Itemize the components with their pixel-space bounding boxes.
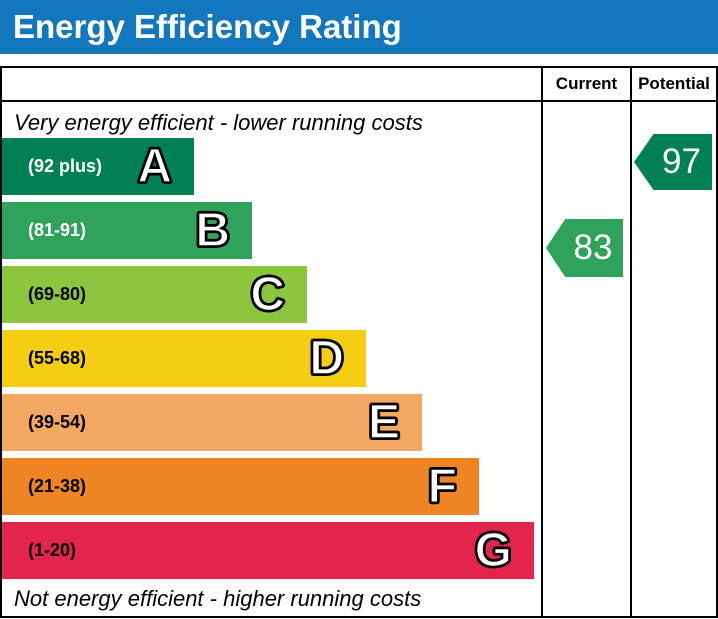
rating-band-b: (81-91) B: [2, 202, 252, 259]
band-letter: A: [137, 139, 173, 194]
potential-rating-value: 97: [662, 142, 701, 181]
band-range-label: (21-38): [28, 476, 87, 496]
band-range-label: (92 plus): [28, 156, 103, 176]
potential-column-divider: [630, 68, 632, 616]
top-note: Very energy efficient - lower running co…: [14, 110, 423, 135]
potential-column-header: Potential: [638, 74, 710, 93]
band-range-label: (81-91): [28, 220, 87, 240]
rating-band-d: (55-68) D: [2, 330, 366, 387]
bottom-note: Not energy efficient - higher running co…: [14, 586, 422, 611]
rating-chart: Current Potential Very energy efficient …: [0, 66, 718, 618]
band-letter: F: [427, 459, 458, 514]
band-letter: G: [474, 523, 513, 578]
band-letter: E: [367, 395, 401, 450]
band-range-label: (1-20): [28, 540, 77, 560]
band-letter: B: [195, 203, 231, 258]
band-letter: D: [309, 331, 345, 386]
band-range-label: (69-80): [28, 284, 87, 304]
band-letter: C: [250, 267, 286, 322]
band-range-label: (39-54): [28, 412, 87, 432]
current-rating-value: 83: [573, 228, 613, 267]
current-rating-arrow: 83: [546, 219, 623, 277]
band-range-label: (55-68): [28, 348, 87, 368]
rating-band-g: (1-20) G: [2, 522, 534, 579]
rating-band-c: (69-80) C: [2, 266, 307, 323]
header-underline: [2, 100, 716, 102]
current-column-divider: [541, 68, 543, 616]
rating-band-e: (39-54) E: [2, 394, 422, 451]
current-column-header: Current: [555, 74, 618, 93]
potential-rating-arrow: 97: [634, 134, 712, 190]
page-title: Energy Efficiency Rating: [0, 0, 718, 54]
rating-band-a: (92 plus) A: [2, 138, 194, 195]
rating-band-f: (21-38) F: [2, 458, 479, 515]
